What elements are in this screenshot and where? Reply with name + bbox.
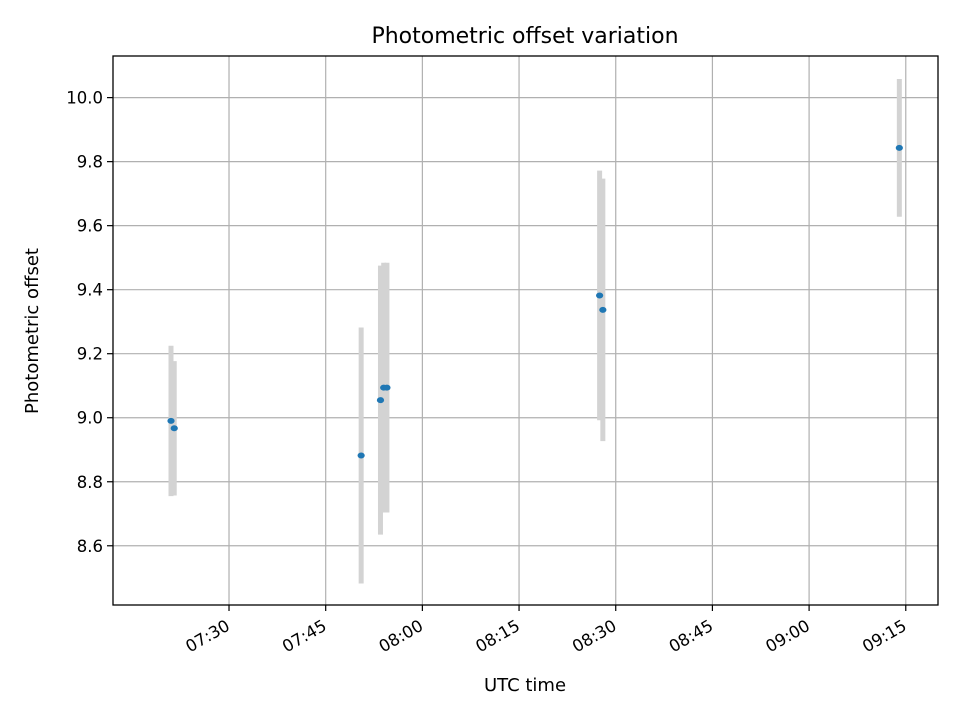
chart-title: Photometric offset variation [371, 24, 678, 49]
data-point [376, 397, 385, 404]
x-axis-ticks: 07:30 07:45 08:00 08:15 08:30 08:45 09:00 09:15 [182, 605, 910, 656]
error-bars [168, 79, 902, 584]
y-tick-label: 10.0 [66, 89, 103, 108]
data-point [596, 292, 604, 299]
data-point [599, 306, 607, 313]
data-point [895, 144, 903, 151]
x-tick-label: 08:30 [569, 616, 620, 656]
y-tick-label: 8.8 [77, 473, 103, 492]
y-tick-label: 9.0 [77, 409, 103, 428]
x-tick-label: 08:00 [376, 616, 427, 656]
data-point [170, 425, 178, 432]
grid-lines [113, 56, 938, 605]
y-tick-label: 9.2 [77, 345, 103, 364]
x-tick-label: 09:00 [762, 616, 813, 656]
y-tick-label: 8.6 [77, 537, 103, 556]
plot-frame [112, 55, 939, 606]
data-point [167, 417, 175, 424]
y-tick-label: 9.4 [77, 281, 103, 300]
data-points [167, 144, 903, 459]
x-tick-label: 08:45 [666, 616, 717, 656]
data-point [383, 384, 391, 391]
x-tick-label: 07:45 [279, 616, 330, 656]
y-tick-label: 9.8 [77, 153, 103, 172]
y-tick-label: 9.6 [77, 217, 103, 236]
x-tick-label: 09:15 [859, 616, 910, 656]
y-axis-ticks: 8.6 8.8 9.0 9.2 9.4 9.6 9.8 10.0 [66, 89, 113, 556]
y-axis-label: Photometric offset [22, 248, 43, 414]
x-axis-label: UTC time [484, 675, 566, 696]
x-tick-label: 08:15 [472, 616, 523, 656]
data-point [357, 452, 365, 459]
x-tick-label: 07:30 [182, 616, 233, 656]
